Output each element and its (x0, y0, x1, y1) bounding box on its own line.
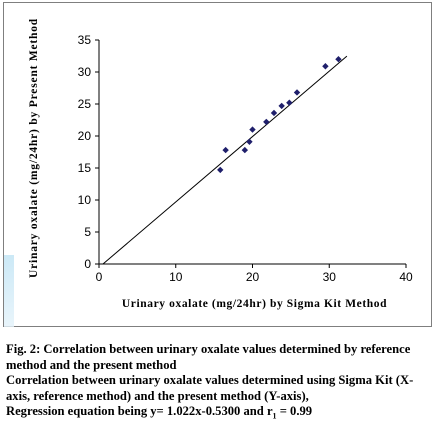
regression-line-group (102, 55, 348, 265)
y-axis-label: Urinary oxalate (mg/24hr) by Present Met… (28, 18, 40, 278)
y-tick-label: 30 (78, 65, 92, 79)
x-tick-label: 0 (96, 270, 103, 284)
y-tick-label: 35 (78, 33, 92, 47)
regression-equation: Regression equation being y= 1.022x-0.53… (6, 404, 434, 424)
data-point (263, 118, 270, 126)
data-point (241, 146, 249, 154)
chart-frame (3, 2, 432, 327)
data-point (293, 89, 301, 96)
x-tick-label: 20 (246, 270, 260, 284)
y-tick-label: 15 (78, 161, 92, 175)
x-tick-label: 30 (323, 270, 337, 284)
data-point (322, 63, 329, 70)
scatter-chart: 0 5 10 15 20 25 30 35 0 10 20 30 40 Urinary oxalate… (28, 18, 413, 310)
data-point (335, 56, 342, 63)
figure-caption: Fig. 2: Correlation between urinary oxal… (6, 342, 434, 424)
y-tick-label: 0 (84, 257, 91, 271)
equation-text: Regression equation being y= 1.022x-0.53… (6, 404, 273, 418)
y-tick-label: 20 (78, 129, 92, 143)
axes (98, 40, 406, 265)
x-axis-label: Urinary oxalate (mg/24hr) by Sigma Kit M… (122, 298, 387, 310)
y-tick-label: 5 (84, 225, 91, 239)
data-point (249, 126, 256, 133)
y-tick-label: 25 (78, 97, 92, 111)
y-axis-ticks: 0 5 10 15 20 25 30 35 (78, 33, 99, 271)
x-tick-label: 10 (169, 270, 183, 284)
equation-subscript: 1 (272, 411, 277, 421)
data-point (286, 99, 293, 106)
data-point (270, 109, 278, 117)
data-point (246, 138, 253, 145)
data-points (217, 56, 342, 174)
regression-line (102, 55, 348, 265)
data-point (222, 146, 229, 154)
x-axis-ticks: 0 10 20 30 40 (96, 264, 413, 284)
equation-value: = 0.99 (276, 404, 313, 418)
figure-title: Fig. 2: Correlation between urinary oxal… (6, 342, 411, 372)
data-point (278, 102, 285, 110)
x-tick-label: 40 (399, 270, 413, 284)
decorative-accent-bar (4, 255, 14, 327)
figure-description: Correlation between urinary oxalate valu… (6, 373, 414, 403)
data-point (217, 166, 224, 174)
y-tick-label: 10 (78, 193, 92, 207)
